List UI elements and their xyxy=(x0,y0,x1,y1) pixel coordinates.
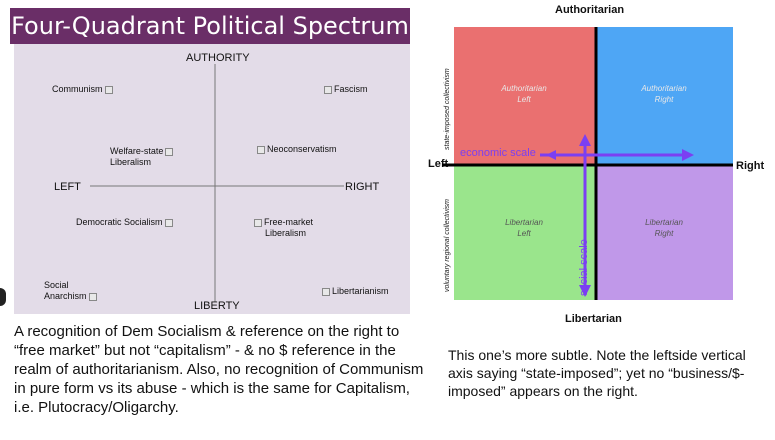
quadrant-top-right-label: Authoritarian Right xyxy=(641,84,687,104)
marker-icon xyxy=(104,85,113,94)
label-libertarianism: Libertarianism xyxy=(320,286,389,297)
left-chart-title: Four-Quadrant Political Spectrum xyxy=(10,8,410,44)
social-arrow-bottom-head xyxy=(579,285,591,297)
axis-right-label: Right xyxy=(736,160,765,172)
economic-scale-label: economic scale xyxy=(460,147,536,159)
axis-right: RIGHT xyxy=(345,181,380,193)
left-caption: A recognition of Dem Socialism & referen… xyxy=(14,323,424,416)
marker-icon xyxy=(164,218,173,227)
social-arrow-top-head xyxy=(579,134,591,146)
slide-edge-decoration xyxy=(0,288,6,306)
axis-liberty: LIBERTY xyxy=(194,300,240,312)
marker-icon xyxy=(324,85,332,94)
left-chart-canvas: AUTHORITY LIBERTY LEFT RIGHT Communism F… xyxy=(14,44,410,314)
axis-left: LEFT xyxy=(54,181,81,193)
right-caption: This one’s more subtle. Note the leftsid… xyxy=(448,347,746,399)
quadrant-bottom-right: Libertarian Right xyxy=(596,165,733,300)
right-chart-lines xyxy=(442,27,733,300)
axis-libertarian: Libertarian xyxy=(565,313,622,325)
label-free-market: Free-market Liberalism xyxy=(252,217,313,239)
quadrant-top-left: Authoritarian Left xyxy=(454,27,596,165)
social-scale-label: social scale xyxy=(578,239,590,296)
label-social-anarchism: Social Anarchism xyxy=(44,280,99,302)
axis-authority: AUTHORITY xyxy=(186,52,250,64)
marker-icon xyxy=(257,145,265,154)
label-welfare-state: Welfare-state Liberalism xyxy=(110,146,175,168)
vertical-label-top: state-imposed collectivism xyxy=(444,68,451,150)
quadrant-bottom-left-label: Libertarian Left xyxy=(505,218,543,238)
label-neoconservatism: Neoconservatism xyxy=(255,144,337,155)
marker-icon xyxy=(254,218,262,227)
left-chart-axes xyxy=(90,64,344,302)
axis-left-label: Left xyxy=(428,158,449,170)
quadrant-top-left-label: Authoritarian Left xyxy=(501,84,547,104)
quadrant-bottom-right-label: Libertarian Right xyxy=(645,218,683,238)
axis-authoritarian: Authoritarian xyxy=(555,4,625,16)
vertical-label-bottom: voluntary regional collectivism xyxy=(444,199,451,292)
marker-icon xyxy=(322,287,330,296)
label-fascism: Fascism xyxy=(322,84,368,95)
economic-arrow-right-head xyxy=(682,149,694,161)
economic-arrow-left-head xyxy=(546,150,556,160)
label-democratic-socialism: Democratic Socialism xyxy=(76,217,175,228)
quadrant-top-right: Authoritarian Right xyxy=(596,27,733,165)
marker-icon xyxy=(88,292,97,301)
marker-icon xyxy=(165,147,174,156)
label-communism: Communism xyxy=(52,84,115,95)
quadrant-bottom-left: Libertarian Left xyxy=(454,165,596,300)
right-panel: Authoritarian Libertarian Left Right Aut… xyxy=(420,0,775,440)
